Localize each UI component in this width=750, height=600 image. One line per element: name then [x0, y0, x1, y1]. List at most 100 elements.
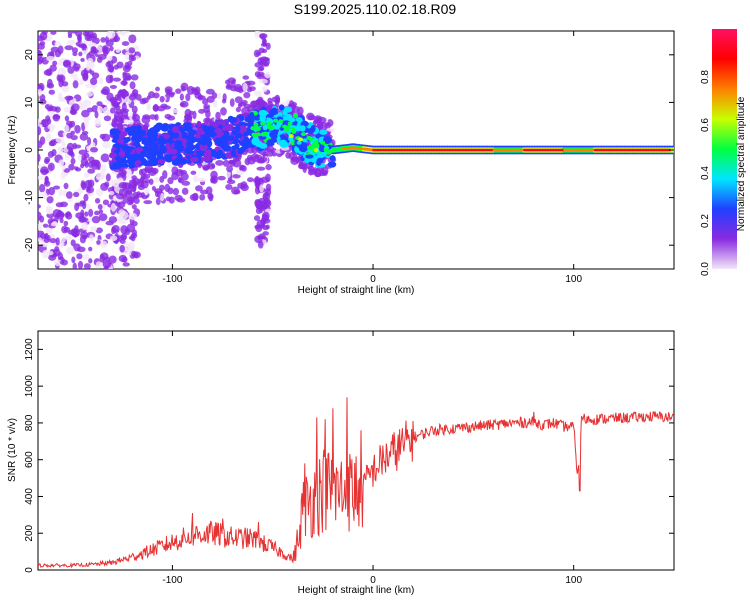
heatmap-cell: [72, 262, 77, 269]
heatmap-cell: [246, 114, 254, 121]
heatmap-cell: [126, 223, 136, 233]
heatmap-cell: [240, 139, 248, 148]
heatmap-cell: [96, 171, 106, 180]
heatmap-cell: [307, 165, 315, 172]
y-tick-label: 1200: [24, 338, 35, 361]
heatmap-cell: [108, 255, 117, 264]
y-tick-label: 600: [24, 451, 35, 468]
heatmap-cell: [96, 56, 103, 63]
heatmap-cell: [256, 219, 266, 228]
heatmap-cell: [119, 210, 129, 220]
heatmap-cell: [46, 78, 53, 88]
heatmap-cell: [216, 150, 223, 156]
heatmap-cell: [52, 113, 60, 122]
heatmap-cell: [305, 154, 314, 159]
heatmap-cell: [72, 80, 79, 89]
heatmap-cell: [82, 253, 90, 260]
heatmap-cell: [181, 85, 186, 92]
y-tick-label: 200: [24, 524, 35, 541]
heatmap-cell: [88, 258, 93, 264]
heatmap-cell: [255, 51, 262, 56]
heatmap-cell: [229, 85, 239, 92]
heatmap-cell: [55, 212, 65, 218]
heatmap-cell: [68, 100, 74, 107]
colorbar-ticks: 0.0 0.2 0.4 0.6 0.8: [700, 70, 711, 276]
heatmap-cell: [84, 211, 89, 217]
heatmap-cell: [81, 122, 86, 132]
heatmap-cell: [329, 155, 336, 162]
heatmap-cell: [76, 253, 83, 260]
heatmap-cell: [48, 186, 56, 196]
heatmap-cell: [287, 121, 293, 126]
heatmap-cell: [113, 64, 119, 70]
heatmap-cell: [128, 196, 135, 205]
heatmap-cell: [100, 252, 109, 260]
heatmap-cell: [258, 11, 263, 19]
heatmap-cell: [314, 172, 322, 178]
heatmap-cell: [85, 91, 94, 97]
heatmap-cell: [53, 185, 61, 190]
heatmap-cell: [273, 118, 279, 123]
heatmap-cell: [141, 136, 148, 144]
heatmap-cell: [257, 17, 262, 26]
heatmap-cell: [74, 166, 79, 171]
heatmap-cell: [89, 234, 94, 242]
heatmap-cell: [258, 78, 268, 84]
heatmap-cell: [236, 170, 245, 176]
heatmap-cell: [57, 130, 65, 138]
heatmap-cell: [242, 83, 248, 92]
heatmap-cell: [221, 134, 228, 142]
heatmap-cell: [134, 160, 142, 165]
heatmap-cell: [117, 116, 124, 126]
heatmap-cell: [291, 129, 297, 134]
heatmap-cell: [263, 6, 269, 15]
heatmap-cell: [155, 197, 161, 206]
heatmap-cell: [47, 162, 55, 172]
heatmap-cell: [110, 128, 120, 134]
heatmap-cell: [141, 97, 149, 104]
heatmap-cell: [118, 150, 126, 158]
heatmap-cell: [130, 232, 138, 239]
heatmap-cell: [326, 127, 335, 132]
heatmap-cell: [89, 77, 98, 86]
heatmap-cell: [167, 177, 174, 185]
heatmap-cell: [239, 164, 246, 171]
heatmap-cell: [237, 147, 245, 155]
heatmap-cell: [105, 173, 111, 182]
heatmap-cell: [157, 159, 166, 164]
snr-ylabel: SNR (10 * v/v): [7, 418, 18, 482]
heatmap-cell: [296, 140, 302, 145]
heatmap-cell: [38, 211, 42, 221]
x-tick-label: 100: [565, 274, 582, 285]
heatmap-cell: [319, 129, 328, 135]
heatmap-cell: [66, 247, 75, 255]
heatmap-cell: [235, 132, 243, 139]
heatmap-cell: [233, 189, 241, 195]
heatmap-cell: [80, 57, 85, 62]
heatmap-cell: [102, 141, 111, 149]
heatmap-cell: [45, 132, 52, 142]
heatmap-cell: [141, 115, 151, 124]
heatmap-cell: [73, 191, 80, 198]
heatmap-cell: [79, 200, 86, 205]
heatmap-cell: [61, 165, 66, 171]
heatmap-cell: [155, 86, 160, 92]
y-tick-label: 400: [24, 488, 35, 505]
heatmap-cell: [226, 135, 235, 142]
heatmap-cell: [74, 124, 81, 134]
heatmap-cell: [81, 181, 87, 191]
heatmap-cell: [320, 151, 326, 158]
heatmap-cell: [46, 212, 55, 219]
heatmap-cell: [109, 46, 114, 52]
heatmap-cell: [89, 226, 98, 232]
heatmap-cell: [310, 125, 316, 133]
heatmap-cell: [97, 204, 103, 210]
heatmap-cell: [255, 126, 261, 131]
heatmap-cell: [152, 104, 159, 112]
heatmap-cell: [265, 173, 271, 183]
heatmap-cell: [158, 184, 165, 191]
heatmap-cell: [58, 159, 65, 167]
heatmap-cell: [38, 183, 46, 193]
heatmap-cell: [74, 202, 80, 212]
